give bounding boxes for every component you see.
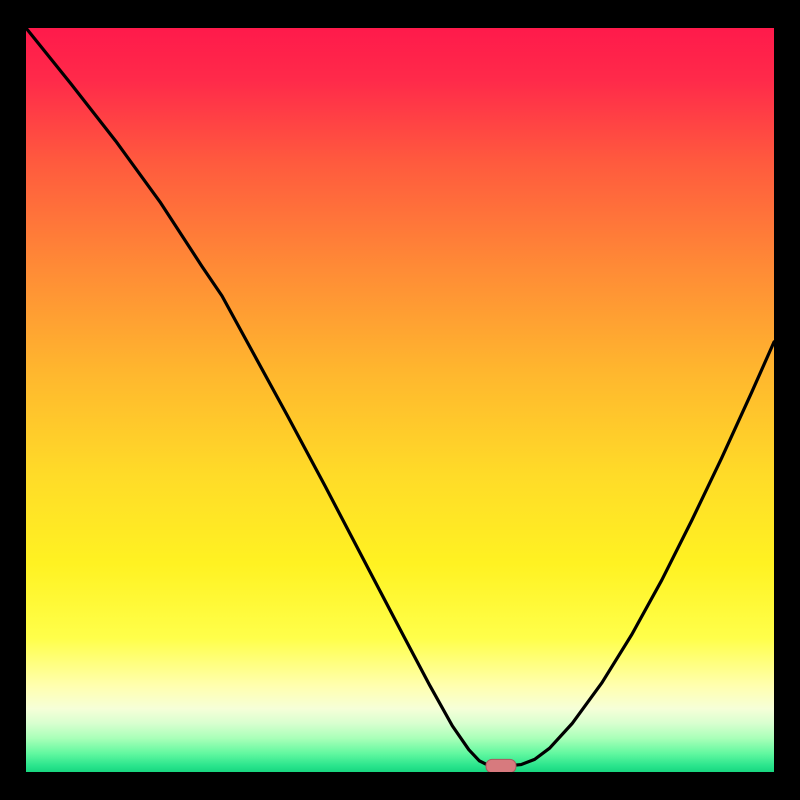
frame-border-top (0, 0, 800, 28)
chart-container (26, 28, 774, 772)
frame-border-right (774, 0, 800, 800)
optimal-point-marker (486, 759, 516, 772)
frame-border-bottom (0, 772, 800, 800)
chart-background (26, 28, 774, 772)
frame-border-left (0, 0, 26, 800)
chart-svg (26, 28, 774, 772)
